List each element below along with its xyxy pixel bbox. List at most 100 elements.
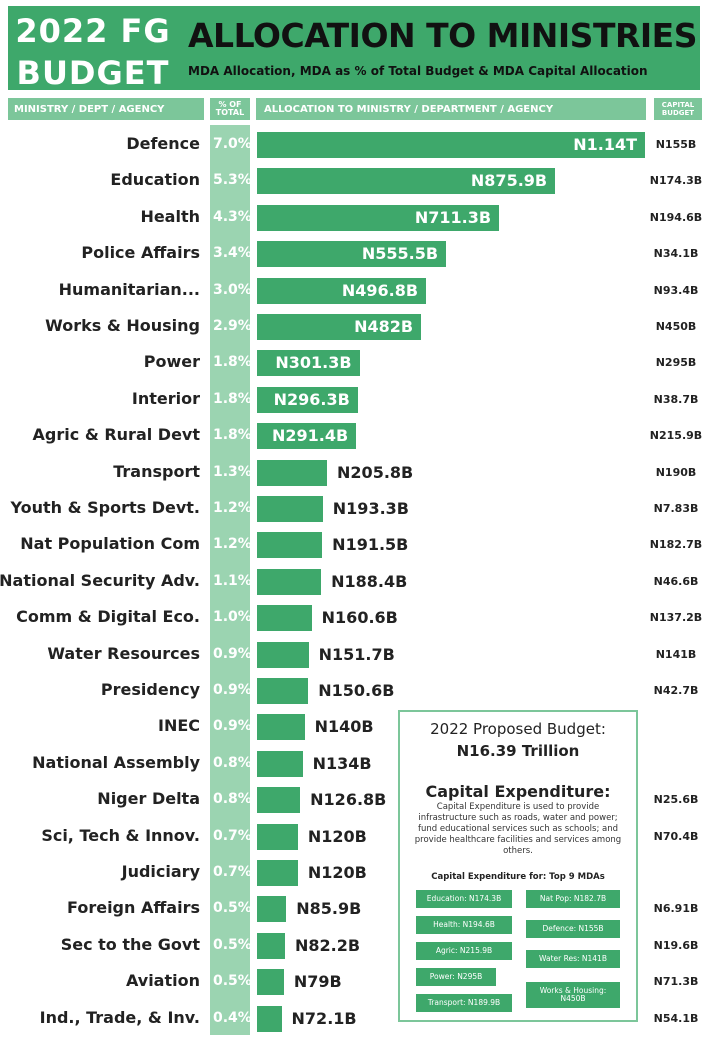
chart-row: Judiciary 0.7% N120B [0, 857, 710, 887]
allocation-value-label: N120B [307, 863, 367, 882]
chart-row: Niger Delta 0.8% N126.8B N25.6B [0, 784, 710, 814]
chart-row: Works & Housing 2.9% N482B N450B [0, 311, 710, 341]
title-badge: 2022 FG BUDGET [8, 6, 178, 92]
capex-chip: Education: N174.3B [416, 890, 512, 908]
capital-budget-value: N71.3B [653, 975, 699, 989]
chart-row: Water Resources 0.9% N151.7B N141B [0, 639, 710, 669]
capital-budget-value: N215.9B [649, 429, 703, 443]
category-label: Aviation [125, 971, 200, 991]
allocation-value-label: N301.3B [275, 353, 352, 373]
column-header-ministry: MINISTRY / DEPT / AGENCY [8, 98, 204, 120]
chart-row: Sci, Tech & Innov. 0.7% N120B N70.4B [0, 821, 710, 851]
allocation-value-label: N85.9B [296, 899, 362, 919]
capital-budget-value: N42.7B [653, 684, 699, 697]
capex-chip: Defence: N155B [526, 920, 620, 938]
allocation-bar [257, 605, 312, 632]
capex-chip: Agric: N215.9B [416, 942, 512, 960]
pct-of-total: 5.3% [213, 172, 252, 189]
chart-row: Agric & Rural Devt 1.8% N291.4B N215.9B [0, 420, 710, 450]
capital-budget-value: N194.6B [649, 210, 703, 224]
category-label: Sec to the Govt [60, 934, 200, 954]
category-label: Agric & Rural Devt [32, 425, 200, 445]
allocation-bar [257, 459, 328, 486]
allocation-bar [257, 568, 322, 595]
allocation-bar [257, 496, 323, 522]
allocation-bar [257, 277, 427, 304]
pct-of-total: 0.5% [213, 973, 252, 990]
allocation-bar [257, 678, 309, 704]
allocation-value-label: N79B [293, 972, 342, 992]
chart-row: Education 5.3% N875.9B N174.3B [0, 165, 710, 195]
pct-of-total: 1.2% [213, 536, 252, 553]
header: 2022 FG BUDGET ALLOCATION TO MINISTRIES … [0, 0, 710, 92]
chart-row: Nat Population Com 1.2% N191.5B N182.7B [0, 529, 710, 559]
capital-budget-value: N141B [655, 647, 697, 661]
category-label: Comm & Digital Eco. [16, 607, 200, 627]
capital-budget-value: N450B [655, 320, 697, 333]
page-title: ALLOCATION TO MINISTRIES [188, 16, 697, 55]
capex-title: Capital Expenditure: [425, 782, 611, 801]
chart-row: Youth & Sports Devt. 1.2% N193.3B N7.83B [0, 493, 710, 523]
pct-of-total: 1.8% [213, 427, 252, 444]
allocation-value-label: N482B [354, 317, 414, 336]
capital-budget-value: N295B [655, 356, 697, 370]
allocation-bar [257, 750, 303, 777]
allocation-bar [257, 896, 287, 923]
pct-of-total: 0.9% [213, 718, 252, 735]
allocation-value-label: N150.6B [318, 681, 395, 700]
category-label: Presidency [100, 680, 200, 699]
column-header-pct: % OF TOTAL [210, 98, 250, 120]
allocation-value-label: N191.5B [332, 535, 409, 555]
chart-row: Foreign Affairs 0.5% N85.9B N6.91B [0, 893, 710, 923]
capital-budget-value: N46.6B [653, 574, 699, 588]
allocation-value-label: N120B [307, 826, 367, 846]
capital-budget-value: N182.7B [649, 538, 703, 552]
allocation-bar [257, 350, 360, 377]
capital-budget-value: N7.83B [653, 502, 699, 515]
pct-of-total: 7.0% [213, 136, 252, 152]
allocation-bar [257, 132, 645, 158]
capital-budget-value: N25.6B [653, 793, 699, 807]
page-subtitle: MDA Allocation, MDA as % of Total Budget… [188, 64, 648, 78]
allocation-bar [257, 932, 285, 959]
budget-info-box: 2022 Proposed Budget: N16.39 Trillion Ca… [398, 710, 638, 1022]
allocation-bar [257, 641, 309, 668]
pct-of-total: 0.8% [213, 754, 252, 771]
allocation-bar [257, 860, 298, 886]
chart-row: Sec to the Govt 0.5% N82.2B N19.6B [0, 930, 710, 960]
chart-row: National Security Adv. 1.1% N188.4B N46.6B [0, 566, 710, 596]
allocation-value-label: N205.8B [337, 462, 414, 482]
allocation-bar [257, 314, 422, 340]
allocation-bar [257, 386, 358, 413]
chart-row: Interior 1.8% N296.3B N38.7B [0, 384, 710, 414]
capital-budget-value: N34.1B [653, 247, 699, 261]
allocation-bar [257, 168, 556, 195]
pct-of-total: 1.0% [213, 609, 252, 626]
capital-budget-value: N19.6B [653, 938, 699, 952]
capital-budget-value: N38.7B [653, 392, 699, 406]
capex-chip: Power: N295B [416, 968, 496, 986]
category-label: Humanitarian... [58, 279, 200, 299]
capex-chip: Health: N194.6B [416, 916, 512, 934]
pct-of-total: 1.1% [213, 572, 252, 589]
title-box: ALLOCATION TO MINISTRIES MDA Allocation,… [178, 6, 700, 90]
info-box-title: 2022 Proposed Budget: [430, 720, 606, 738]
category-label: Defence [126, 134, 200, 153]
capex-chip: Works & Housing: N450B [526, 982, 620, 1008]
allocation-value-label: N193.3B [332, 499, 409, 518]
allocation-bar [257, 532, 323, 559]
pct-column-strip [210, 125, 250, 1035]
category-label: Transport [113, 461, 200, 481]
allocation-bar [257, 204, 500, 231]
allocation-value-label: N140B [314, 717, 374, 737]
capex-chip: Transport: N189.9B [416, 994, 512, 1012]
pct-of-total: 0.4% [213, 1009, 252, 1026]
pct-of-total: 1.2% [213, 500, 252, 516]
category-label: Interior [131, 388, 200, 408]
category-label: Niger Delta [97, 789, 200, 809]
chart-row: Humanitarian... 3.0% N496.8B N93.4B [0, 275, 710, 305]
pct-of-total: 1.8% [213, 390, 252, 407]
badge-line-1: 2022 FG [15, 12, 171, 50]
pct-of-total: 1.3% [213, 463, 252, 480]
